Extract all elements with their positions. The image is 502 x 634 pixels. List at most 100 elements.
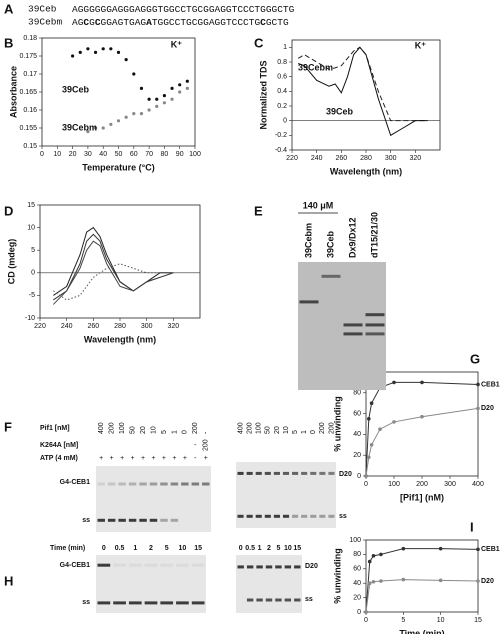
panel-letter: B bbox=[4, 35, 13, 50]
gel-band bbox=[97, 601, 111, 605]
gel-band bbox=[328, 514, 335, 518]
gel-band bbox=[264, 514, 271, 518]
gel-band bbox=[365, 332, 385, 336]
gel-band bbox=[310, 471, 317, 475]
gel-band bbox=[118, 482, 126, 486]
gel-band bbox=[113, 563, 126, 567]
y-tick-label: 10 bbox=[27, 224, 35, 231]
lane-label: 1 bbox=[133, 545, 137, 552]
row-label: K264A [nM] bbox=[40, 442, 78, 449]
lane-label: + bbox=[204, 455, 208, 462]
data-point bbox=[170, 97, 174, 101]
gel-band bbox=[265, 598, 273, 602]
series-label: D20 bbox=[481, 578, 494, 585]
data-point bbox=[438, 546, 443, 551]
concentration: 140 μM bbox=[303, 200, 334, 210]
gel-band bbox=[191, 601, 205, 605]
y-tick-label: 0.17 bbox=[23, 71, 37, 78]
gel-band bbox=[319, 514, 326, 518]
band-label: ss bbox=[339, 513, 347, 520]
lane-label: 0.5 bbox=[115, 545, 125, 552]
y-tick-label: 5 bbox=[31, 247, 35, 254]
data-point bbox=[367, 559, 372, 564]
gel-band bbox=[107, 518, 116, 522]
data-point bbox=[116, 119, 121, 123]
data-point bbox=[401, 546, 406, 551]
data-point bbox=[476, 382, 480, 387]
data-point bbox=[93, 126, 98, 130]
y-tick-label: 20 bbox=[353, 594, 361, 601]
y-tick-label: -10 bbox=[25, 315, 35, 322]
lane-label: + bbox=[151, 455, 155, 462]
lane-label: 20 bbox=[274, 426, 281, 434]
data-point bbox=[101, 47, 105, 51]
lane-label: 10 bbox=[179, 545, 187, 552]
panel-letter: A bbox=[4, 1, 14, 16]
data-point bbox=[420, 414, 424, 419]
annotation: K⁺ bbox=[415, 40, 426, 50]
gel-band bbox=[139, 518, 147, 522]
band-label: ss bbox=[82, 517, 90, 524]
lane-label: 200 bbox=[246, 422, 253, 434]
y-tick-label: 80 bbox=[353, 551, 361, 558]
gel-band bbox=[246, 514, 253, 518]
row-label: Pif1 [nM] bbox=[40, 425, 70, 432]
x-axis-label: [Pif1] (nM) bbox=[400, 492, 444, 502]
x-tick-label: 300 bbox=[385, 155, 397, 162]
gel-band bbox=[237, 471, 244, 475]
lane-label: 1 bbox=[171, 430, 178, 434]
lane-label: 0.5 bbox=[245, 545, 255, 552]
y-tick-label: 0.15 bbox=[23, 143, 37, 150]
y-tick-label: -0.2 bbox=[275, 132, 287, 139]
data-point bbox=[101, 126, 105, 130]
seq-segment: G bbox=[89, 17, 95, 28]
gel-band bbox=[343, 323, 363, 327]
x-tick-label: 400 bbox=[472, 481, 484, 488]
x-tick-label: 70 bbox=[145, 151, 153, 158]
seq-segment: A bbox=[146, 17, 152, 28]
lane-label: + bbox=[172, 455, 176, 462]
lane-label: + bbox=[141, 455, 145, 462]
lane-label: 39Cebm bbox=[303, 223, 313, 258]
x-tick-label: 200 bbox=[416, 481, 428, 488]
data-line bbox=[297, 46, 428, 122]
x-tick-label: 320 bbox=[409, 155, 421, 162]
plot-frame bbox=[39, 204, 201, 319]
gel-band bbox=[246, 565, 254, 569]
gel-band bbox=[292, 471, 299, 475]
gel-band bbox=[128, 563, 142, 567]
gel-band bbox=[170, 482, 179, 486]
data-point bbox=[379, 579, 383, 583]
band-label: G4-CEB1 bbox=[60, 479, 90, 486]
lane-label: 200 bbox=[319, 422, 326, 434]
gel-band bbox=[118, 518, 126, 522]
data-point bbox=[124, 115, 128, 119]
data-point bbox=[185, 86, 189, 90]
x-tick-label: 20 bbox=[69, 151, 77, 158]
panel-letter: H bbox=[4, 573, 13, 588]
data-point bbox=[476, 579, 480, 583]
gel-band bbox=[321, 274, 341, 278]
y-tick-label: 0.6 bbox=[277, 74, 287, 81]
panel-letter: C bbox=[254, 35, 264, 50]
plot-frame bbox=[365, 539, 479, 613]
lane-label: 5 bbox=[165, 545, 169, 552]
lane-label: 50 bbox=[129, 426, 136, 434]
x-tick-label: 10 bbox=[437, 617, 445, 624]
lane-label: 5 bbox=[292, 430, 299, 434]
lane-label: - bbox=[194, 442, 197, 449]
gel-band bbox=[294, 598, 301, 602]
data-point bbox=[71, 54, 75, 58]
gel-band bbox=[319, 471, 326, 475]
gel-band bbox=[328, 471, 335, 475]
lane-label: 39Ceb bbox=[325, 230, 335, 258]
seq-segment: AG bbox=[72, 17, 84, 28]
y-tick-label: 100 bbox=[349, 537, 361, 544]
data-point bbox=[438, 578, 443, 583]
data-point bbox=[132, 72, 136, 76]
gel-band bbox=[365, 313, 385, 317]
data-point bbox=[378, 427, 382, 432]
x-tick-label: 300 bbox=[444, 481, 456, 488]
data-line bbox=[297, 46, 428, 137]
gel-band bbox=[256, 598, 263, 602]
